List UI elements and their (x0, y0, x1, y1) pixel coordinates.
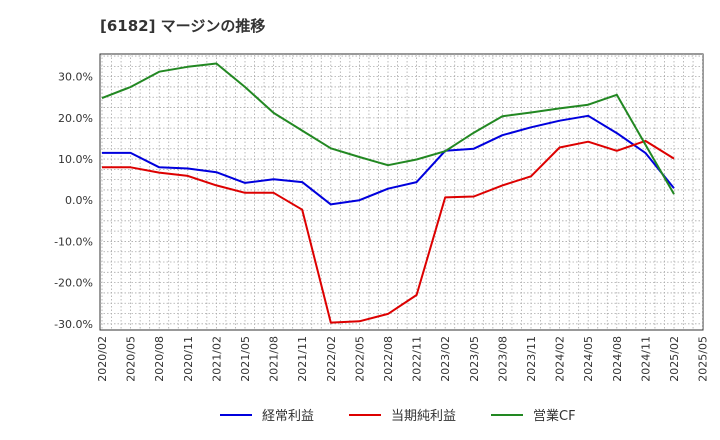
x-tick-label: 2025/02 (668, 336, 681, 382)
x-tick-label: 2022/05 (353, 336, 366, 382)
x-tick-label: 2022/02 (325, 336, 338, 382)
y-tick-label: -30.0% (54, 318, 93, 331)
x-tick-label: 2024/05 (582, 336, 595, 382)
series-lines (101, 62, 675, 324)
series-line-1 (102, 114, 675, 206)
y-tick-label: 30.0% (58, 71, 93, 84)
x-tick-label: 2024/02 (554, 336, 567, 382)
y-tick-label: -20.0% (54, 277, 93, 290)
x-tick-label: 2023/02 (439, 336, 452, 382)
series-line-3 (101, 62, 675, 195)
x-tick-label: 2021/05 (239, 336, 252, 382)
x-axis-ticks: 2020/02 2020/05 2020/08 2020/11 2021/02 2021/… (96, 336, 710, 382)
legend-label: 当期純利益 (391, 409, 456, 424)
x-tick-label: 2020/02 (96, 336, 109, 382)
x-tick-label: 2022/11 (411, 336, 424, 382)
x-tick-label: 2020/11 (182, 336, 195, 382)
legend-label: 経常利益 (262, 409, 314, 424)
x-tick-label: 2021/11 (296, 336, 309, 382)
y-tick-label: 10.0% (58, 153, 93, 166)
series-line-2 (102, 139, 675, 324)
x-tick-label: 2023/11 (525, 336, 538, 382)
legend: 経常利益 当期純利益 営業CF (220, 408, 576, 424)
grid (100, 54, 703, 330)
x-tick-label: 2021/02 (210, 336, 223, 382)
x-tick-label: 2024/11 (639, 336, 652, 382)
y-tick-label: -10.0% (54, 235, 93, 248)
y-axis-ticks: -30.0% -20.0% -10.0% 0.0% 10.0% 20.0% 30.0% (54, 71, 93, 331)
x-tick-label: 2020/05 (125, 336, 138, 382)
x-tick-label: 2024/08 (611, 336, 624, 382)
x-tick-label: 2022/08 (382, 336, 395, 382)
x-tick-label: 2020/08 (153, 336, 166, 382)
y-tick-label: 20.0% (58, 112, 93, 125)
chart-title: [6182] マージンの推移 (100, 17, 265, 35)
x-tick-label: 2021/08 (268, 336, 281, 382)
x-tick-label: 2025/05 (697, 336, 710, 382)
x-tick-label: 2023/08 (496, 336, 509, 382)
x-tick-label: 2023/05 (468, 336, 481, 382)
legend-label: 営業CF (533, 408, 576, 424)
y-tick-label: 0.0% (65, 194, 93, 207)
